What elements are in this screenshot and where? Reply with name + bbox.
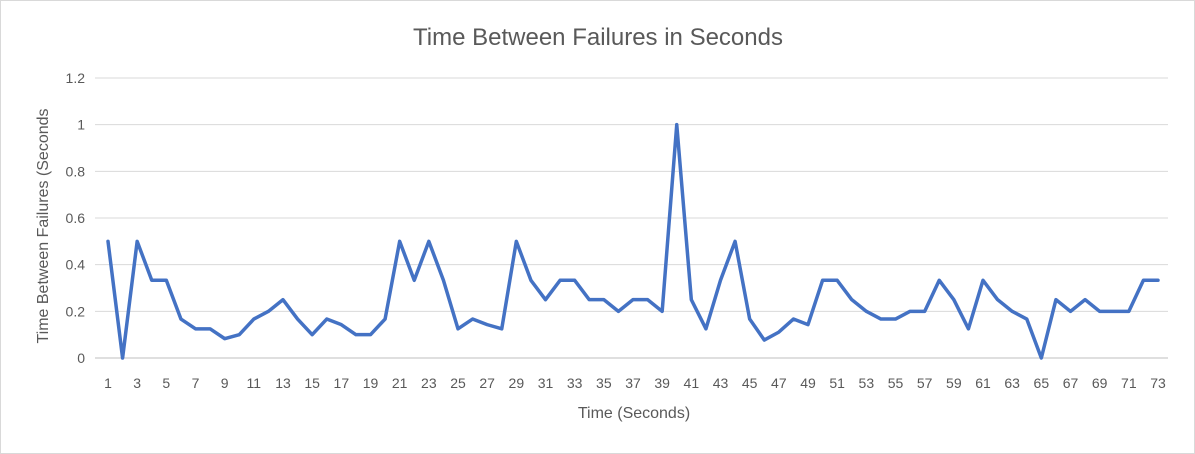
x-tick-label: 69 xyxy=(1092,375,1108,391)
x-axis-ticks: 1 3 5 7 9 11 13 15 17 19 21 23 25 27 29 31 33 35 37 39 41 43 4… xyxy=(104,375,1166,391)
x-tick-label: 21 xyxy=(392,375,408,391)
x-tick-label: 15 xyxy=(304,375,320,391)
x-tick-label: 17 xyxy=(334,375,350,391)
y-tick-label: 1.2 xyxy=(66,70,86,86)
x-tick-label: 45 xyxy=(742,375,758,391)
x-tick-label: 9 xyxy=(221,375,229,391)
x-tick-label: 43 xyxy=(713,375,729,391)
x-tick-label: 5 xyxy=(162,375,170,391)
x-tick-label: 35 xyxy=(596,375,612,391)
x-tick-label: 31 xyxy=(538,375,554,391)
x-tick-label: 13 xyxy=(275,375,291,391)
y-tick-label: 0 xyxy=(77,350,85,366)
x-tick-label: 49 xyxy=(800,375,816,391)
chart-title: Time Between Failures in Seconds xyxy=(413,24,783,51)
x-tick-label: 47 xyxy=(771,375,787,391)
y-tick-label: 0.4 xyxy=(66,257,86,273)
y-axis-ticks: 0 0.2 0.4 0.6 0.8 1 1.2 xyxy=(66,70,86,366)
x-tick-label: 71 xyxy=(1121,375,1137,391)
x-tick-label: 51 xyxy=(829,375,845,391)
y-tick-label: 0.8 xyxy=(66,163,86,179)
x-axis-title: Time (Seconds) xyxy=(578,405,690,422)
series-line xyxy=(106,122,1160,360)
x-tick-label: 57 xyxy=(917,375,933,391)
x-tick-label: 61 xyxy=(975,375,991,391)
x-tick-label: 55 xyxy=(888,375,904,391)
x-tick-label: 7 xyxy=(192,375,200,391)
x-tick-label: 73 xyxy=(1150,375,1166,391)
y-tick-label: 0.6 xyxy=(66,210,86,226)
x-tick-label: 29 xyxy=(509,375,525,391)
x-tick-label: 67 xyxy=(1063,375,1079,391)
y-tick-label: 1 xyxy=(77,117,85,133)
x-tick-label: 1 xyxy=(104,375,112,391)
x-tick-label: 65 xyxy=(1034,375,1050,391)
x-tick-label: 3 xyxy=(133,375,141,391)
x-tick-label: 59 xyxy=(946,375,962,391)
x-tick-label: 27 xyxy=(479,375,495,391)
x-tick-label: 39 xyxy=(654,375,670,391)
y-axis-title: Time Between Failures (Seconds xyxy=(35,108,52,343)
series-group xyxy=(106,122,1160,360)
x-tick-label: 33 xyxy=(567,375,583,391)
y-tick-label: 0.2 xyxy=(66,303,86,319)
x-tick-label: 53 xyxy=(859,375,875,391)
x-tick-label: 11 xyxy=(247,375,262,391)
x-tick-label: 41 xyxy=(684,375,700,391)
x-tick-label: 37 xyxy=(625,375,641,391)
x-tick-label: 63 xyxy=(1004,375,1020,391)
x-tick-label: 25 xyxy=(450,375,466,391)
x-tick-label: 19 xyxy=(363,375,379,391)
x-tick-label: 23 xyxy=(421,375,437,391)
gridlines xyxy=(95,77,1168,359)
